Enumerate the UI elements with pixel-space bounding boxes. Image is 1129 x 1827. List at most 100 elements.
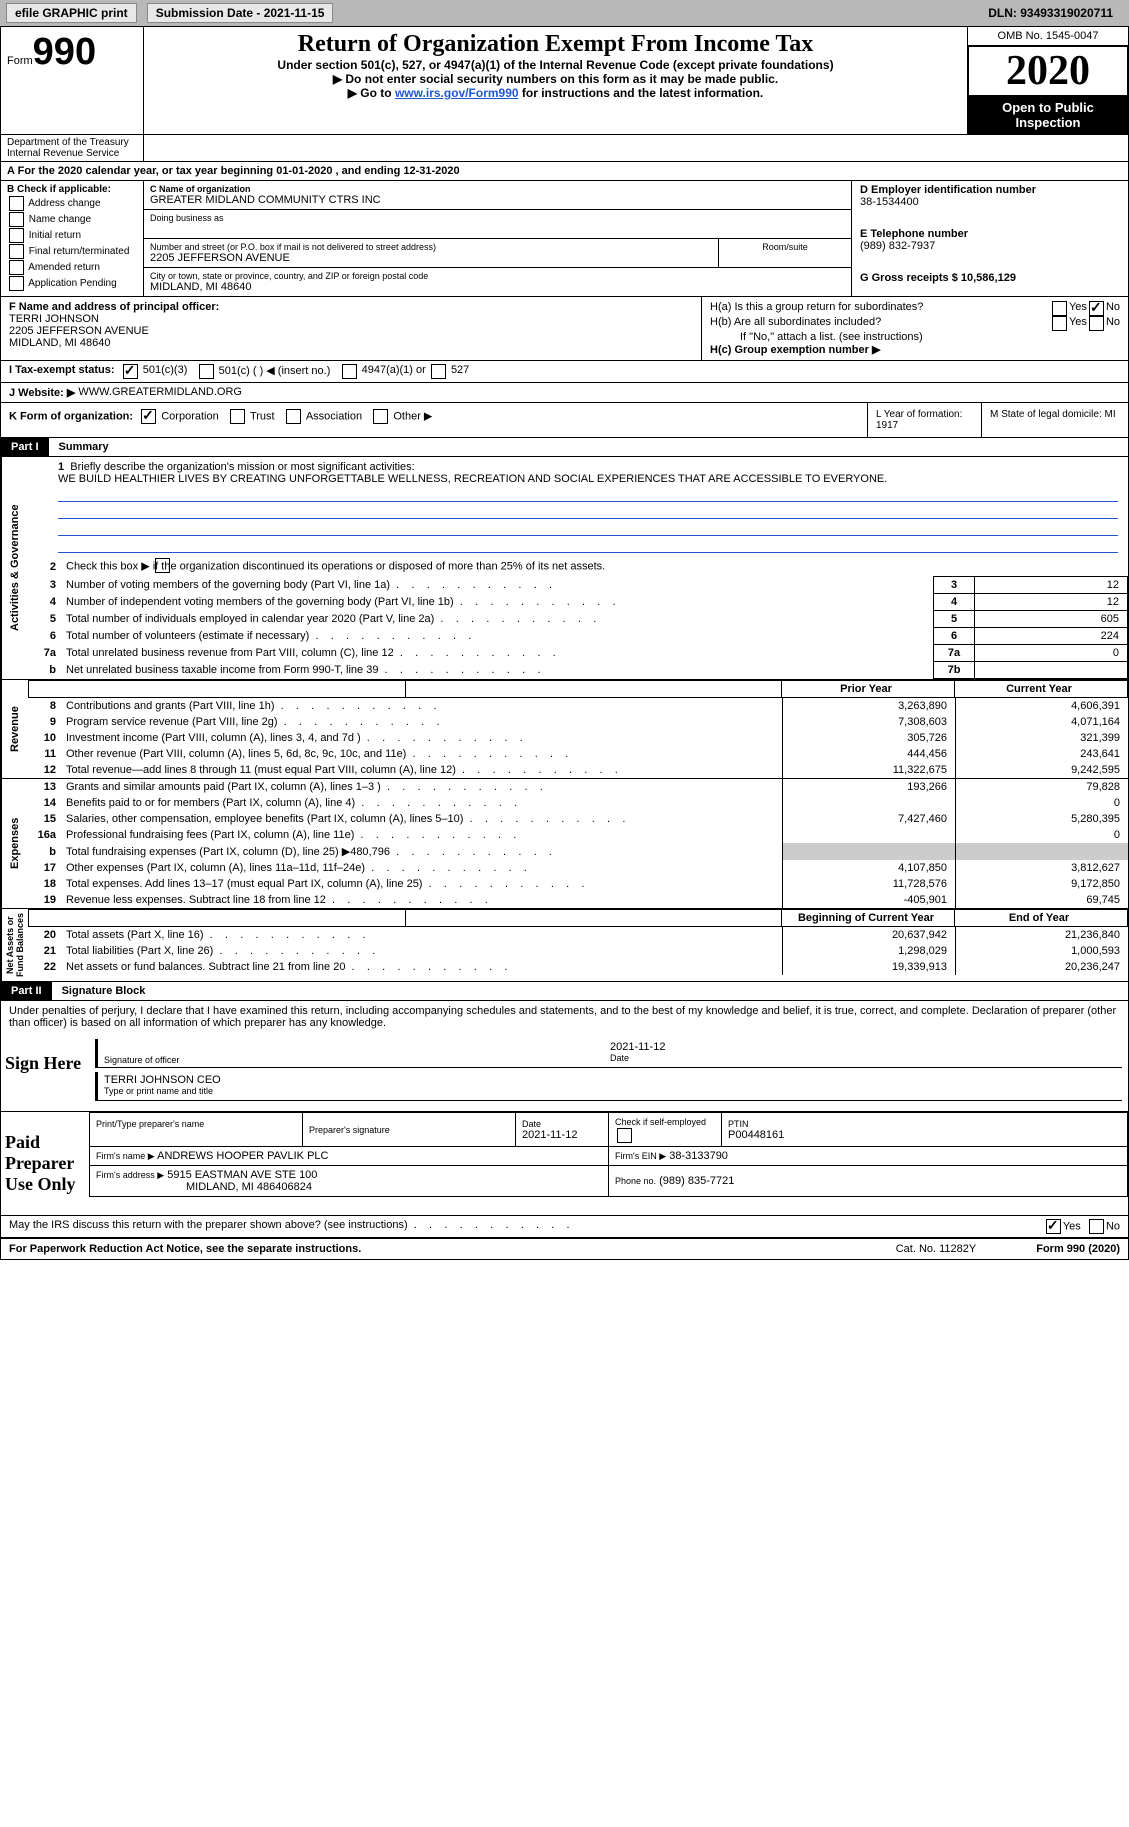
firm-name-label: Firm's name ▶	[96, 1151, 155, 1161]
dba-label: Doing business as	[150, 213, 845, 223]
chk-line2[interactable]	[155, 558, 170, 573]
part2-title: Signature Block	[52, 982, 156, 1000]
phone: (989) 832-7937	[860, 240, 1120, 252]
chk-501c[interactable]	[199, 364, 214, 379]
chk-pending[interactable]: Application Pending	[7, 276, 137, 291]
website: WWW.GREATERMIDLAND.ORG	[78, 386, 242, 399]
table-row: 6Total number of volunteers (estimate if…	[28, 628, 1128, 645]
self-employed-label: Check if self-employed	[615, 1117, 706, 1127]
part1-header: Part I	[1, 438, 49, 456]
efile-button[interactable]: efile GRAPHIC print	[6, 3, 137, 23]
chk-501c3[interactable]	[123, 364, 138, 379]
room-label: Room/suite	[725, 242, 845, 252]
prep-date-label: Date	[522, 1119, 602, 1129]
chk-corp[interactable]	[141, 409, 156, 424]
chk-assoc[interactable]	[286, 409, 301, 424]
no-label-2: No	[1106, 316, 1120, 331]
b-label: B Check if applicable:	[7, 184, 137, 195]
omb-number: OMB No. 1545-0047	[968, 27, 1128, 46]
officer-addr1: 2205 JEFFERSON AVENUE	[9, 325, 149, 337]
irs-link[interactable]: www.irs.gov/Form990	[395, 86, 519, 100]
yes-3: Yes	[1063, 1220, 1081, 1232]
chk-name[interactable]: Name change	[7, 212, 137, 227]
paperwork-notice: For Paperwork Reduction Act Notice, see …	[9, 1243, 361, 1255]
ptin-label: PTIN	[728, 1119, 1121, 1129]
street-address: 2205 JEFFERSON AVENUE	[150, 252, 712, 264]
chk-other[interactable]	[373, 409, 388, 424]
prep-sig-label: Preparer's signature	[309, 1125, 509, 1135]
goto-prefix: ▶ Go to	[348, 86, 395, 100]
firm-phone: (989) 835-7721	[659, 1175, 734, 1187]
line1-label: Briefly describe the organization's miss…	[70, 461, 414, 473]
discuss-text: May the IRS discuss this return with the…	[9, 1219, 408, 1234]
table-row: 18Total expenses. Add lines 13–17 (must …	[28, 876, 1128, 892]
current-year-hdr: Current Year	[955, 681, 1128, 698]
527-label: 527	[451, 364, 469, 379]
assoc-label: Association	[306, 410, 362, 422]
form-footer: Form 990 (2020)	[1036, 1243, 1120, 1255]
firm-addr-label: Firm's address ▶	[96, 1170, 164, 1180]
form-prefix: Form	[7, 55, 33, 67]
c-label: C Name of organization	[150, 184, 845, 194]
table-row: 21Total liabilities (Part X, line 26)1,2…	[28, 943, 1128, 959]
phone-label: Phone no.	[615, 1176, 656, 1186]
ha-no[interactable]	[1089, 301, 1104, 316]
officer-name-title: TERRI JOHNSON CEO	[104, 1074, 1116, 1086]
year-formation: L Year of formation: 1917	[868, 403, 982, 437]
table-row: 15Salaries, other compensation, employee…	[28, 811, 1128, 827]
open-to-public: Open to Public Inspection	[968, 96, 1128, 134]
dln: DLN: 93493319020711	[988, 6, 1113, 20]
firm-name: ANDREWS HOOPER PAVLIK PLC	[157, 1150, 328, 1162]
section-b: B Check if applicable: Address change Na…	[1, 181, 144, 296]
part1-title: Summary	[49, 438, 119, 456]
firm-addr2: MIDLAND, MI 486406824	[186, 1181, 312, 1193]
table-row: 3Number of voting members of the governi…	[28, 577, 1128, 594]
table-row: 20Total assets (Part X, line 16)20,637,9…	[28, 927, 1128, 943]
form-body: Form990 Return of Organization Exempt Fr…	[0, 26, 1129, 1260]
top-bar: efile GRAPHIC print Submission Date - 20…	[0, 0, 1129, 26]
table-row: bNet unrelated business taxable income f…	[28, 662, 1128, 679]
chk-initial[interactable]: Initial return	[7, 228, 137, 243]
city-state-zip: MIDLAND, MI 48640	[150, 281, 845, 293]
chk-527[interactable]	[431, 364, 446, 379]
k-label: K Form of organization:	[9, 410, 133, 422]
part2-header: Part II	[1, 982, 52, 1000]
no-label: No	[1106, 301, 1120, 316]
ha-yes[interactable]	[1052, 301, 1067, 316]
form-title: Return of Organization Exempt From Incom…	[152, 31, 959, 58]
sign-here-label: Sign Here	[1, 1033, 89, 1111]
chk-4947[interactable]	[342, 364, 357, 379]
chk-address[interactable]: Address change	[7, 196, 137, 211]
chk-trust[interactable]	[230, 409, 245, 424]
beginning-year-hdr: Beginning of Current Year	[782, 910, 955, 927]
chk-final[interactable]: Final return/terminated	[7, 244, 137, 259]
yes-label-2: Yes	[1069, 316, 1087, 331]
city-label: City or town, state or province, country…	[150, 271, 845, 281]
no-3: No	[1106, 1220, 1120, 1232]
corp-label: Corporation	[161, 410, 218, 422]
mission-text: WE BUILD HEALTHIER LIVES BY CREATING UNF…	[58, 473, 887, 485]
ha-label: H(a) Is this a group return for subordin…	[710, 301, 1050, 316]
declaration: Under penalties of perjury, I declare th…	[1, 1001, 1128, 1033]
end-year-hdr: End of Year	[955, 910, 1128, 927]
firm-ein-label: Firm's EIN ▶	[615, 1151, 666, 1161]
discuss-no[interactable]	[1089, 1219, 1104, 1234]
table-row: 5Total number of individuals employed in…	[28, 611, 1128, 628]
ein: 38-1534400	[860, 196, 1120, 208]
chk-amended[interactable]: Amended return	[7, 260, 137, 275]
j-label: J Website: ▶	[9, 386, 75, 399]
chk-self-employed[interactable]	[617, 1128, 632, 1143]
hb-yes[interactable]	[1052, 316, 1067, 331]
4947-label: 4947(a)(1) or	[362, 364, 426, 379]
501c-label: 501(c) ( ) ◀ (insert no.)	[219, 364, 331, 379]
hb-label: H(b) Are all subordinates included?	[710, 316, 1050, 331]
table-row: 13Grants and similar amounts paid (Part …	[28, 779, 1128, 795]
table-row: 7aTotal unrelated business revenue from …	[28, 645, 1128, 662]
subtitle-2: ▶ Do not enter social security numbers o…	[152, 72, 959, 86]
hb-no[interactable]	[1089, 316, 1104, 331]
prep-date: 2021-11-12	[522, 1129, 602, 1141]
addr-label: Number and street (or P.O. box if mail i…	[150, 242, 712, 252]
line2-text: Check this box ▶ if the organization dis…	[66, 560, 605, 572]
discuss-yes[interactable]	[1046, 1219, 1061, 1234]
table-row: 8Contributions and grants (Part VIII, li…	[28, 698, 1128, 714]
